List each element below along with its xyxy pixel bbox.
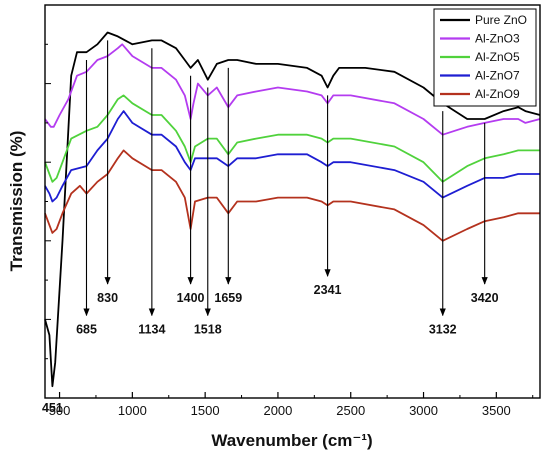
x-axis-title: Wavenumber (cm⁻¹): [211, 431, 372, 450]
x-tick-label-5: 3000: [409, 403, 438, 418]
annotation-layer: 451 685 830 1134 1400 1518 1659 2341 3132 3420: [42, 40, 499, 415]
x-axis-ticks: 500 1000 1500 2000 2500 3000 3500: [49, 392, 534, 418]
y-axis-title: Transmission (%): [7, 131, 26, 272]
series-line-4: [44, 149, 540, 242]
annotation-label-7: 2341: [314, 283, 342, 297]
annotation-label-6: 1659: [214, 291, 242, 305]
x-tick-label-4: 2500: [336, 403, 365, 418]
legend: Pure ZnO Al-ZnO3 Al-ZnO5 Al-ZnO7 Al-ZnO9: [433, 8, 537, 107]
legend-label-1: Al-ZnO3: [475, 32, 520, 46]
x-tick-label-2: 1500: [191, 403, 220, 418]
legend-label-3: Al-ZnO7: [475, 69, 520, 83]
legend-label-0: Pure ZnO: [475, 13, 527, 27]
y-axis-ticks: [45, 4, 51, 399]
annotation-label-5: 1518: [194, 322, 222, 336]
annotation-label-4: 1400: [177, 291, 205, 305]
annotation-label-2: 830: [97, 291, 118, 305]
x-tick-label-1: 1000: [118, 403, 147, 418]
x-tick-label-0: 500: [49, 403, 71, 418]
x-tick-label-6: 3500: [482, 403, 511, 418]
annotation-label-3: 1134: [138, 322, 165, 336]
x-tick-label-3: 2000: [263, 403, 292, 418]
annotation-label-8: 3132: [429, 322, 457, 336]
annotation-label-0: 451: [42, 401, 63, 415]
legend-label-2: Al-ZnO5: [475, 50, 520, 64]
annotation-label-1: 685: [76, 322, 97, 336]
legend-label-4: Al-ZnO9: [475, 87, 520, 101]
annotation-label-9: 3420: [471, 291, 499, 305]
